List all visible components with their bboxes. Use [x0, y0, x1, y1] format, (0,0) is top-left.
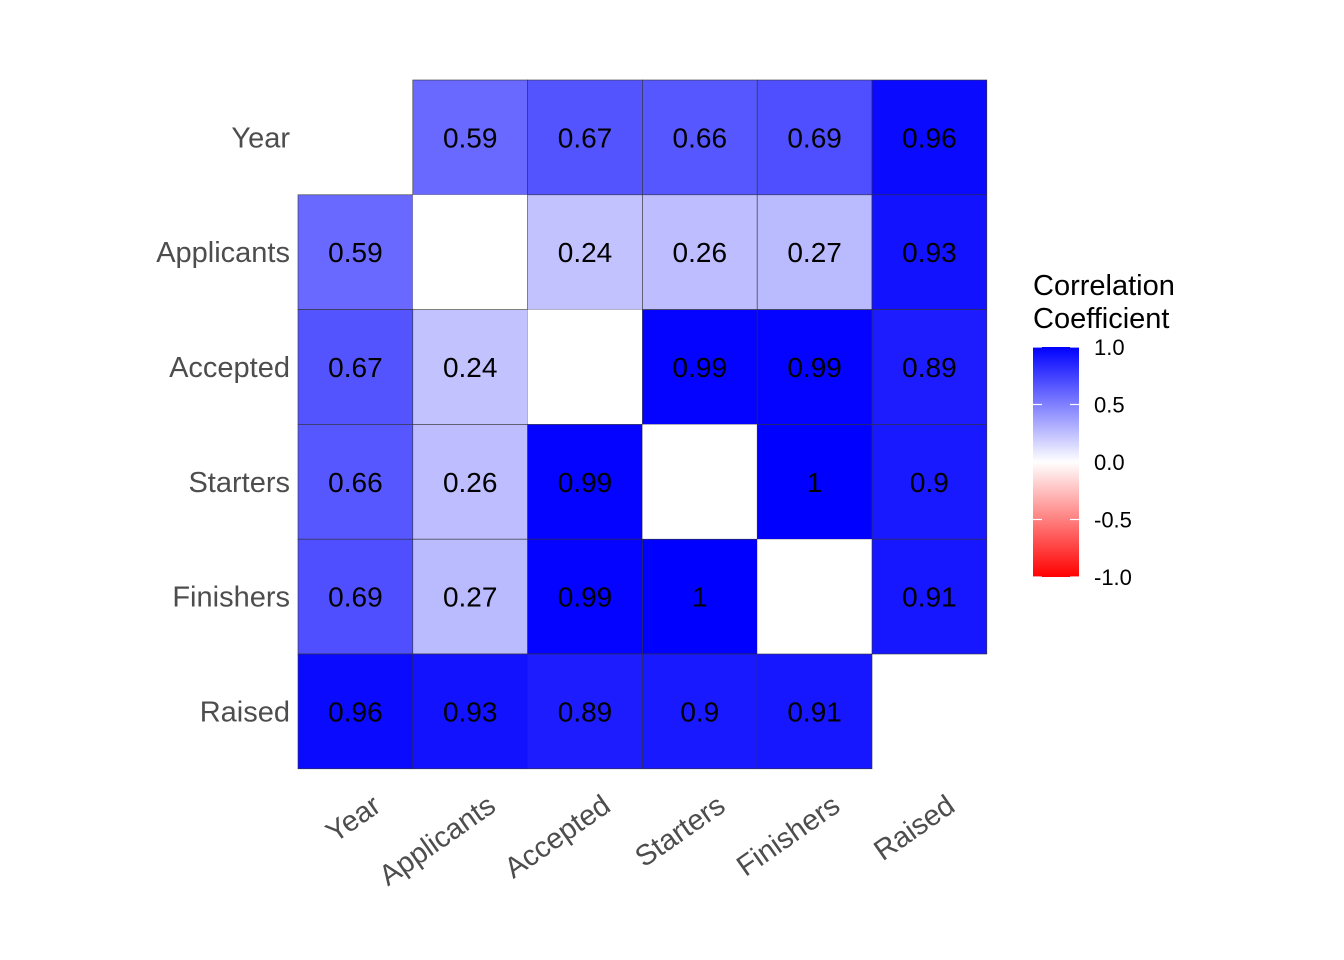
- cell-value-label: 0.24: [443, 352, 498, 383]
- heatmap-cell-raised-year: [297, 653, 414, 770]
- cell-value-label: 0.59: [328, 237, 383, 268]
- heatmap-cell-year-finishers: [756, 79, 873, 196]
- y-tick-label-raised: Raised: [200, 696, 290, 728]
- legend-tick-label: -0.5: [1094, 508, 1132, 533]
- cell-value-label: 0.27: [787, 237, 842, 268]
- cell-value-label: 0.99: [787, 352, 842, 383]
- cell-value-label: 0.89: [558, 696, 613, 727]
- x-tick-label-accepted: Accepted: [499, 789, 616, 885]
- legend-tick-label: -1.0: [1094, 565, 1132, 590]
- heatmap-cell-raised-applicants: [412, 653, 528, 770]
- y-tick-label-accepted: Accepted: [169, 352, 290, 384]
- y-axis: Year Applicants Accepted Starters Finishers R…: [156, 122, 290, 728]
- cell-value-label: 0.96: [328, 696, 383, 727]
- cell-value-label: 0.9: [910, 467, 949, 498]
- legend-tick-label: 1.0: [1094, 335, 1125, 360]
- cell-value-label: 0.91: [902, 582, 957, 613]
- heatmap-cell-accepted-accepted: [527, 309, 643, 425]
- heatmap-cell-applicants-applicants: [412, 194, 528, 310]
- x-tick-label-starters: Starters: [630, 789, 732, 873]
- cell-value-label: 0.93: [902, 237, 957, 268]
- heatmap-cell-raised-accepted: [527, 653, 643, 770]
- cell-value-label: 0.99: [558, 467, 613, 498]
- cell-value-label: 0.93: [443, 696, 498, 727]
- heatmap-cell-labels: 0.59 0.67 0.66 0.69 0.96 0.59 0.24 0.26 0.27 0.93…: [328, 122, 957, 727]
- y-tick-label-year: Year: [231, 122, 290, 154]
- heatmap-cell-applicants-raised: [871, 194, 988, 310]
- heatmap-cells: [297, 79, 988, 770]
- heatmap-cell-finishers-applicants: [412, 538, 528, 655]
- heatmap-cell-starters-starters: [642, 424, 758, 540]
- heatmap-cell-raised-finishers: [756, 653, 873, 770]
- cell-value-label: 0.89: [902, 352, 957, 383]
- y-tick-label-applicants: Applicants: [156, 237, 290, 269]
- cell-value-label: 0.69: [787, 122, 842, 153]
- heatmap-cell-starters-year: [297, 424, 414, 540]
- cell-value-label: 0.91: [787, 696, 842, 727]
- heatmap-cell-accepted-raised: [871, 309, 988, 425]
- legend-title-line-2: Coefficient: [1033, 303, 1170, 335]
- cell-value-label: 1: [692, 582, 708, 613]
- heatmap-cell-applicants-accepted: [527, 194, 643, 310]
- cell-value-label: 0.67: [558, 122, 613, 153]
- heatmap-cell-applicants-starters: [642, 194, 758, 310]
- cell-value-label: 0.26: [673, 237, 728, 268]
- cell-value-label: 0.67: [328, 352, 383, 383]
- cell-value-label: 0.59: [443, 122, 498, 153]
- legend-tick-label: 0.0: [1094, 450, 1125, 475]
- heatmap-cell-finishers-raised: [871, 538, 988, 655]
- legend-tick-label: 0.5: [1094, 393, 1125, 418]
- heatmap-cell-finishers-accepted: [527, 538, 643, 655]
- x-tick-label-raised: Raised: [868, 789, 960, 867]
- cell-value-label: 0.66: [673, 122, 728, 153]
- cell-value-label: 0.69: [328, 582, 383, 613]
- heatmap-cell-starters-applicants: [412, 424, 528, 540]
- heatmap-cell-accepted-starters: [642, 309, 758, 425]
- heatmap-cell-accepted-finishers: [756, 309, 873, 425]
- cell-value-label: 0.99: [558, 582, 613, 613]
- heatmap-cell-finishers-year: [297, 538, 414, 655]
- legend-title-line-1: Correlation: [1033, 270, 1175, 302]
- heatmap-cell-accepted-applicants: [412, 309, 528, 425]
- cell-value-label: 0.99: [673, 352, 728, 383]
- color-legend: Correlation Coefficient 1.0 0.5 0.0 -0.5 -1.…: [1033, 270, 1175, 590]
- heatmap-cell-starters-accepted: [527, 424, 643, 540]
- heatmap-cell-raised-starters: [642, 653, 758, 770]
- heatmap-cell-starters-finishers: [756, 424, 873, 540]
- y-tick-label-finishers: Finishers: [172, 582, 290, 614]
- cell-value-label: 0.27: [443, 582, 498, 613]
- cell-value-label: 0.96: [902, 122, 957, 153]
- heatmap-cell-applicants-year: [297, 194, 414, 310]
- heatmap-cell-finishers-finishers: [757, 539, 872, 654]
- heatmap-cell-starters-raised: [871, 424, 988, 540]
- heatmap-cell-year-starters: [642, 79, 758, 196]
- legend-ticks: 1.0 0.5 0.0 -0.5 -1.0: [1033, 335, 1132, 590]
- x-tick-label-year: Year: [320, 789, 387, 849]
- cell-value-label: 0.9: [680, 696, 719, 727]
- heatmap-cell-year-accepted: [527, 79, 643, 196]
- cell-value-label: 0.66: [328, 467, 383, 498]
- x-tick-label-finishers: Finishers: [731, 789, 846, 883]
- cell-value-label: 0.24: [558, 237, 613, 268]
- y-tick-label-starters: Starters: [188, 467, 290, 499]
- x-tick-label-applicants: Applicants: [374, 789, 502, 892]
- cell-value-label: 0.26: [443, 467, 498, 498]
- cell-value-label: 1: [807, 467, 823, 498]
- heatmap-cell-year-applicants: [412, 79, 528, 196]
- heatmap-cell-year-raised: [871, 79, 988, 196]
